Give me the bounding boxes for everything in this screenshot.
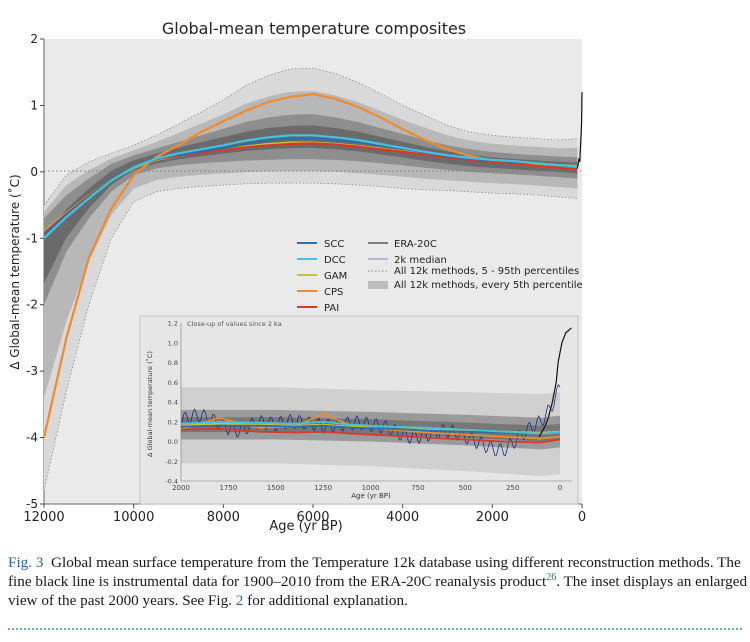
- inset-x-tick-label: 500: [459, 484, 472, 492]
- legend: SCC DCC GAM CPS PAI ERA-20C 2k median Al…: [297, 239, 583, 314]
- inset-x-axis-label: Age (yr BP): [351, 492, 391, 500]
- y-tick-label: 2: [30, 32, 38, 46]
- legend-label-scc: SCC: [324, 239, 344, 250]
- inset-x-tick-label: 1750: [219, 484, 237, 492]
- x-tick-label: 4000: [386, 510, 419, 525]
- figure-caption: Fig. 3 Global mean surface temperature f…: [8, 553, 748, 610]
- legend-label-gam: GAM: [324, 271, 347, 282]
- main-y-axis-label: Δ Global-mean temperature (˚C): [7, 174, 22, 369]
- inset-x-tick-label: 1500: [267, 484, 285, 492]
- reference-link-26[interactable]: 26: [546, 571, 557, 583]
- main-x-axis-label: Age (yr BP): [269, 519, 342, 534]
- inset-series-pai: [180, 427, 561, 444]
- inset-series-dcc: [180, 420, 561, 435]
- inset-y-tick-label: 1.2: [168, 320, 178, 328]
- chart-title: Global-mean temperature composites: [162, 19, 466, 38]
- percentile-line-p5: [43, 182, 578, 491]
- x-tick-label: 10000: [113, 510, 154, 525]
- inset-chart: Close-up of values since 2 ka 2000 1750 15…: [139, 315, 579, 505]
- inset-x-tick-label: 1000: [362, 484, 380, 492]
- inset-series-era20c: [538, 327, 572, 437]
- caption-text-3: for additional explanation.: [243, 592, 408, 609]
- inset-x-tick-label: 750: [411, 484, 424, 492]
- inset-title: Close-up of values since 2 ka: [187, 320, 282, 328]
- figure-label: Fig. 3: [8, 554, 44, 571]
- legend-label-every5: All 12k methods, every 5th percentile: [394, 280, 583, 291]
- y-tick-label: -2: [26, 298, 38, 312]
- legend-label-era: ERA-20C: [394, 239, 437, 250]
- y-tick-label: 0: [30, 165, 38, 179]
- y-tick-label: -3: [26, 364, 38, 378]
- legend-label-pai: PAI: [324, 303, 339, 314]
- x-tick-label: 0: [578, 510, 586, 525]
- legend-label-dcc: DCC: [324, 255, 346, 266]
- caption-text-1: Global mean surface temperature from the…: [8, 554, 741, 590]
- x-tick-label: 8000: [207, 510, 240, 525]
- y-tick-label: -1: [26, 231, 38, 245]
- inset-y-tick-label: 0.4: [168, 399, 178, 407]
- inset-y-axis-label: Δ Global-mean temperature (˚C): [146, 351, 154, 457]
- inset-y-tick-label: -0.2: [165, 458, 178, 466]
- y-tick-label: -4: [26, 431, 38, 445]
- caption-text-2: . The inset displays an enlarged view of…: [8, 573, 748, 609]
- percentile-line-p95: [43, 67, 578, 206]
- x-tick-label: 2000: [476, 510, 509, 525]
- inset-series: [180, 327, 572, 457]
- figure-2-link[interactable]: 2: [235, 592, 244, 609]
- inset-x-tick-label: 0: [558, 484, 562, 492]
- main-percentile-bands: [43, 67, 578, 491]
- x-tick-label: 12000: [23, 510, 64, 525]
- y-tick-label: -5: [26, 497, 38, 511]
- series-dcc: [43, 134, 578, 240]
- figure-svg: Global-mean temperature composites 12000…: [7, 19, 586, 534]
- inset-y-tick-label: 1.0: [168, 339, 178, 347]
- legend-label-cps: CPS: [324, 287, 343, 298]
- inset-x-tick-label: 1250: [314, 484, 332, 492]
- inset-y-tick-label: 0.2: [168, 418, 178, 426]
- inset-x-tick-label: 250: [506, 484, 519, 492]
- dotted-divider: [8, 628, 742, 630]
- legend-label-median: 2k median: [394, 255, 447, 266]
- inset-y-tick-label: 0.8: [168, 359, 178, 367]
- inset-x-tick-label: 2000: [172, 484, 190, 492]
- legend-label-pct: All 12k methods, 5 - 95th percentiles: [394, 266, 579, 277]
- inset-y-tick-label: 0.0: [168, 438, 178, 446]
- inset-axis-ticks: 2000 1750 1500 1250 1000 750 500 250 0 -0.4 -0.2 0.…: [165, 320, 572, 492]
- inset-series-2k-median: [180, 383, 561, 457]
- x-tick-label: 6000: [296, 510, 329, 525]
- legend-swatch-every5: [368, 281, 388, 289]
- inset-y-tick-label: 0.6: [168, 379, 178, 387]
- series-era20c: [576, 92, 583, 169]
- y-tick-label: 1: [30, 98, 38, 112]
- main-series: [42, 92, 583, 438]
- inset-y-tick-label: -0.4: [165, 478, 178, 486]
